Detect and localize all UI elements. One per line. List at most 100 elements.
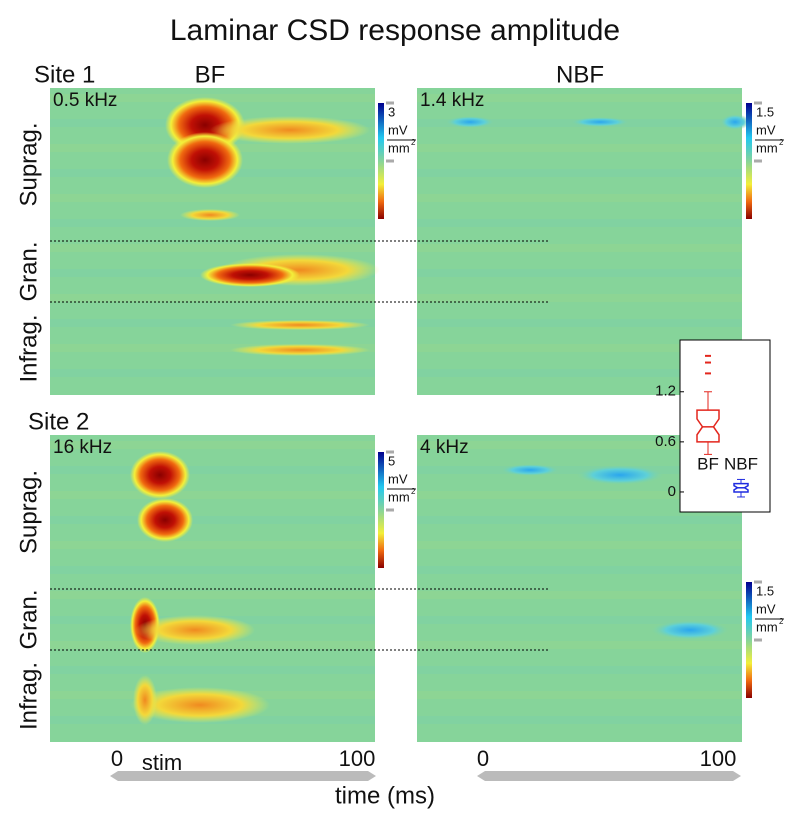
- y-tick-label: 1.2: [655, 383, 676, 400]
- frequency-label: 0.5 kHz: [53, 90, 117, 111]
- stim-arrow: [477, 771, 741, 781]
- heatmap-blob: [445, 116, 495, 128]
- heatmap-band: [50, 441, 375, 449]
- colorbar-per: mm: [756, 619, 778, 634]
- heatmap-band: [50, 666, 375, 674]
- heatmap-band: [417, 641, 742, 649]
- column-label: NBF: [556, 61, 604, 88]
- heatmap-blob: [137, 498, 193, 542]
- heatmap-band: [417, 319, 742, 327]
- heatmap-band: [50, 591, 375, 599]
- colorbar: [746, 582, 752, 698]
- colorbar-power: 2: [411, 138, 416, 147]
- colorbar-max: 1.5: [756, 104, 774, 119]
- heatmap-band: [417, 441, 742, 449]
- stim-arrow: [110, 771, 376, 781]
- colorbar-bracket: [386, 101, 394, 163]
- heatmap-band: [417, 666, 742, 674]
- colorbar: [746, 103, 752, 219]
- heatmap-band: [50, 244, 375, 252]
- x-tick-label: 100: [700, 746, 737, 771]
- layer-label: Suprag.: [15, 470, 42, 554]
- heatmap-band: [50, 541, 375, 549]
- colorbar-power: 2: [779, 138, 784, 147]
- heatmap-blob: [575, 465, 665, 485]
- heatmap-band: [417, 144, 742, 152]
- heatmap-band: [417, 94, 742, 102]
- colorbar-unit: mV: [388, 122, 408, 137]
- heatmap-blob: [130, 687, 270, 723]
- heatmap-band: [417, 516, 742, 524]
- inset-frame: [679, 339, 771, 513]
- heatmap-band: [417, 344, 742, 352]
- colorbar-power: 2: [779, 617, 784, 626]
- heatmap-band: [50, 491, 375, 499]
- heatmap-blob: [135, 615, 255, 645]
- heatmap-blob: [230, 344, 370, 356]
- heatmap-blob: [133, 675, 157, 725]
- heatmap-band: [417, 169, 742, 177]
- frequency-label: 1.4 kHz: [420, 90, 484, 111]
- heatmap-band: [417, 541, 742, 549]
- heatmap-blob: [500, 464, 560, 476]
- heatmap-blob: [130, 451, 190, 499]
- heatmap-band: [417, 716, 742, 724]
- heatmap-blob: [720, 114, 750, 130]
- category-label: BF: [697, 454, 719, 473]
- frequency-label: 4 kHz: [420, 437, 469, 458]
- box: [733, 482, 749, 493]
- layer-label: Suprag.: [15, 122, 42, 206]
- heatmap-band: [417, 194, 742, 202]
- heatmap-band: [50, 344, 375, 352]
- column-label: BF: [195, 61, 226, 88]
- heatmap-blob: [180, 209, 240, 221]
- x-axis-label: time (ms): [335, 782, 435, 809]
- heatmap-band: [50, 219, 375, 227]
- colorbar-per: mm: [756, 140, 778, 155]
- x-tick-label: 0: [477, 746, 489, 771]
- heatmap-band: [50, 641, 375, 649]
- colorbar-max: 5: [388, 453, 395, 468]
- layer-label: Gran.: [15, 241, 42, 301]
- colorbar-unit: mV: [756, 122, 776, 137]
- colorbar-bracket: [754, 580, 762, 642]
- heatmap-band: [417, 369, 742, 377]
- colorbar: [378, 103, 384, 219]
- heatmap-band: [417, 591, 742, 599]
- heatmap-band: [50, 294, 375, 302]
- heatmap-blob: [210, 116, 370, 144]
- heatmap-blob: [167, 132, 243, 188]
- colorbar-per: mm: [388, 489, 410, 504]
- heatmap-blob: [200, 263, 300, 287]
- layer-label: Gran.: [15, 589, 42, 649]
- heatmap-blob: [230, 320, 370, 330]
- heatmap-band: [417, 244, 742, 252]
- colorbar: [378, 452, 384, 568]
- site-label: Site 2: [28, 408, 89, 435]
- heatmap-band: [417, 566, 742, 574]
- x-tick-label: stim: [142, 750, 182, 775]
- heatmap-band: [50, 194, 375, 202]
- layer-label: Infrag.: [15, 314, 42, 382]
- heatmap-band: [417, 294, 742, 302]
- x-tick-label: 0: [111, 746, 123, 771]
- heatmap-band: [50, 516, 375, 524]
- box: [696, 409, 720, 443]
- y-tick-label: 0: [668, 483, 676, 500]
- frequency-label: 16 kHz: [53, 437, 112, 458]
- colorbar-max: 3: [388, 104, 395, 119]
- colorbar-bracket: [386, 450, 394, 512]
- heatmap-band: [50, 319, 375, 327]
- colorbar-power: 2: [411, 487, 416, 496]
- heatmap-band: [417, 219, 742, 227]
- colorbar-per: mm: [388, 140, 410, 155]
- title: Laminar CSD response amplitude: [170, 14, 620, 47]
- heatmap-band: [417, 616, 742, 624]
- colorbar-max: 1.5: [756, 583, 774, 598]
- heatmap-blob: [650, 620, 730, 640]
- colorbar-bracket: [754, 101, 762, 163]
- heatmap-band: [50, 466, 375, 474]
- heatmap-band: [50, 369, 375, 377]
- y-tick-label: 0.6: [655, 433, 676, 450]
